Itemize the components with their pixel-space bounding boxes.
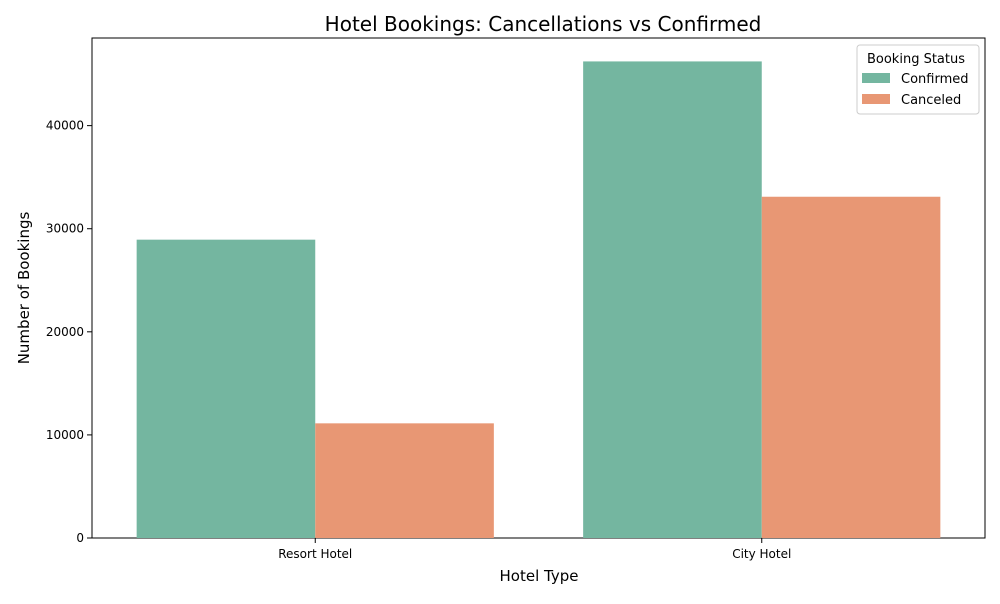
x-tick-label: City Hotel <box>732 547 791 561</box>
bars-group <box>136 61 941 539</box>
x-axis: Resort Hotel City Hotel <box>278 538 791 561</box>
chart-title: Hotel Bookings: Cancellations vs Confirm… <box>325 12 762 36</box>
y-tick-label: 30000 <box>46 222 84 236</box>
legend-label: Canceled <box>901 93 961 108</box>
y-axis: 0 10000 20000 30000 40000 <box>46 119 92 545</box>
bar-confirmed-resort-hotel <box>136 239 316 538</box>
legend-swatch <box>862 94 890 104</box>
y-axis-label: Number of Bookings <box>15 212 33 365</box>
legend-label: Confirmed <box>901 72 969 87</box>
bar-confirmed-city-hotel <box>583 61 762 539</box>
plot-area <box>91 37 986 539</box>
legend: Booking Status Confirmed Canceled <box>856 44 980 115</box>
legend-items: Confirmed Canceled <box>862 72 969 108</box>
y-tick-label: 0 <box>76 531 84 545</box>
legend-swatch <box>862 73 890 83</box>
x-axis-label: Hotel Type <box>500 567 579 585</box>
bar-canceled-city-hotel <box>761 196 941 539</box>
x-tick-label: Resort Hotel <box>278 547 352 561</box>
bar-canceled-resort-hotel <box>315 423 494 538</box>
y-tick-label: 40000 <box>46 119 84 133</box>
y-tick-label: 10000 <box>46 428 84 442</box>
plot-frame <box>91 37 986 539</box>
y-tick-label: 20000 <box>46 325 84 339</box>
legend-title: Booking Status <box>867 52 965 67</box>
